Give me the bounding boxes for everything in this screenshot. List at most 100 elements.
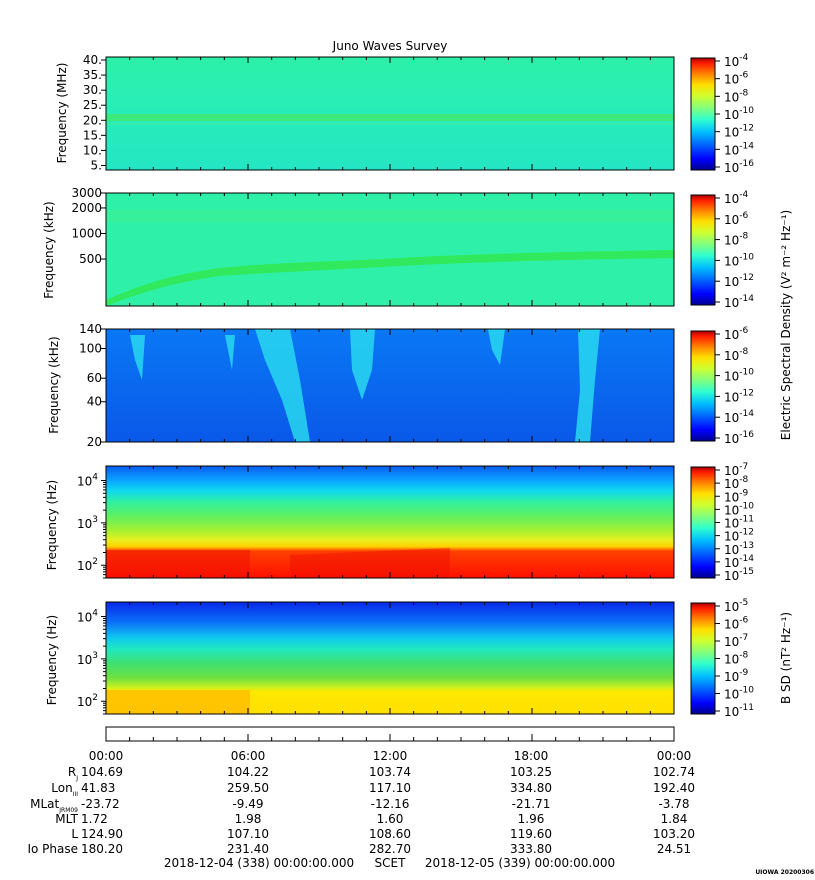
colorbar-tick-label-p4-8: 10-15: [724, 567, 754, 583]
ephemeris-value-3-2: 1.60: [377, 812, 404, 826]
panel-5-orange-band: [106, 690, 250, 714]
ephemeris-value-0-2: 103.74: [369, 765, 411, 779]
ephemeris-label-1: LonIII: [51, 781, 78, 798]
colorbar-tick-label-p4-2: 10-9: [724, 488, 749, 504]
colorbar-tick-label-p5-3: 10-8: [724, 651, 749, 667]
y-tick-label-p2-3: 500: [79, 252, 102, 266]
ephemeris-value-0-3: 103.25: [510, 765, 552, 779]
panel-1-y-label: Frequency (MHz): [55, 63, 69, 164]
y-tick-label-p1-5: 15.: [83, 128, 102, 142]
ephemeris-value-0-4: 102.74: [653, 765, 695, 779]
panel-5-colorbar-label: B SD (nT² Hz⁻¹): [779, 612, 793, 704]
colorbar-tick-label-p3-4: 10-14: [724, 409, 754, 425]
panel-1-sub-band: [106, 123, 674, 125]
colorbar-tick-label-p2-5: 10-14: [724, 294, 754, 310]
colorbar-tick-label-p2-2: 10-8: [724, 232, 749, 248]
panel-4-y-label: Frequency (Hz): [45, 480, 59, 571]
colorbar-tick-label-p3-2: 10-10: [724, 368, 754, 384]
time-tick-label-1: 06:00: [231, 749, 266, 763]
panel-1-spectrogram: [106, 57, 674, 170]
panel-2-spectrogram: [106, 193, 674, 306]
colorbar-tick-label-p1-0: 10-4: [724, 53, 749, 69]
ephemeris-value-1-4: 192.40: [653, 781, 695, 795]
ephemeris-value-4-2: 108.60: [369, 827, 411, 841]
panel-2-colorbar: [690, 194, 716, 306]
ephemeris-value-4-4: 103.20: [653, 827, 695, 841]
ephemeris-value-3-1: 1.98: [235, 812, 262, 826]
ephemeris-value-1-2: 117.10: [369, 781, 411, 795]
panel-3-colorbar: [690, 330, 716, 442]
y-tick-label-p1-7: 5.: [91, 158, 102, 172]
watermark: UIOWA 20200306: [755, 869, 814, 876]
ephemeris-label-2: MLatJRM09: [30, 797, 78, 814]
colorbar-tick-label-p3-3: 10-12: [724, 388, 754, 404]
panel-4-red-bands: [106, 548, 450, 578]
colorbar-tick-label-p2-3: 10-10: [724, 252, 754, 268]
panel-1-high-frequency: 40.35.30.25.20.15.10.5. Frequency (MHz) …: [55, 53, 754, 175]
y-tick-label-p1-3: 25.: [83, 98, 102, 112]
ephemeris-label-4: L: [71, 827, 78, 841]
colorbar-tick-label-p4-0: 10-7: [724, 462, 748, 478]
time-strip-ticks: [105, 734, 675, 741]
panel-1-colorbar: [690, 57, 716, 171]
panel-4-colorbar: [690, 466, 716, 579]
y-tick-label-p1-1: 35.: [83, 68, 102, 82]
ephemeris-value-0-0: 104.69: [81, 765, 123, 779]
time-tick-label-3: 18:00: [514, 749, 549, 763]
ephemeris-value-2-0: -23.72: [81, 797, 120, 811]
panel-2-rising-emission: [106, 250, 674, 306]
panel-3-y-axis: 140 100 60 40 20: [79, 322, 106, 449]
y-tick-label-p3-0: 140: [79, 322, 102, 336]
ephemeris-label-3: MLT: [55, 812, 78, 826]
y-tick-label-p3-3: 40: [87, 395, 102, 409]
colorbar-tick-label-p2-1: 10-6: [724, 211, 749, 227]
panel-2-x-ticks: [105, 193, 675, 306]
colorbar-tick-label-p2-4: 10-12: [724, 273, 754, 289]
colorbar-tick-label-p4-7: 10-14: [724, 554, 754, 570]
ephemeris-value-0-1: 104.22: [227, 765, 269, 779]
y-tick-label-p5-2: 102: [77, 693, 98, 709]
panel-3-x-ticks: [105, 329, 675, 442]
colorbar-tick-label-p1-3: 10-10: [724, 106, 754, 122]
colorbar-tick-label-p4-5: 10-12: [724, 528, 754, 544]
y-tick-label-p2-1: 2000: [71, 201, 102, 215]
y-tick-label-p2-0: 3000: [71, 186, 102, 200]
panel-4-x-ticks: [105, 466, 675, 578]
ephemeris-value-1-1: 259.50: [227, 781, 269, 795]
ephemeris-label-0: RJ: [68, 765, 78, 782]
ephemeris-value-5-2: 282.70: [369, 842, 411, 856]
range-end: 2018-12-05 (339) 00:00:00.000: [425, 856, 615, 870]
ephemeris-value-2-2: -12.16: [371, 797, 410, 811]
ephemeris-value-3-3: 1.96: [518, 812, 545, 826]
colorbar-tick-label-p4-3: 10-10: [724, 501, 754, 517]
panel-2-colorbar-ticks: 10-4 10-6 10-8 10-10 10-12 10-14: [715, 190, 754, 310]
panel-2-upper-band: [106, 210, 674, 222]
ephemeris-value-5-3: 333.80: [510, 842, 552, 856]
ephemeris-value-5-0: 180.20: [81, 842, 123, 856]
ephemeris-value-5-4: 24.51: [657, 842, 691, 856]
ephemeris-value-5-1: 231.40: [227, 842, 269, 856]
colorbar-tick-label-p1-5: 10-14: [724, 141, 754, 157]
time-tick-label-4: 00:00: [657, 749, 692, 763]
time-axis-labels: 00:00 06:00 12:00 18:00 00:00: [89, 749, 692, 763]
figure-title: Juno Waves Survey: [332, 39, 448, 53]
y-tick-label-p1-6: 10.: [83, 143, 102, 157]
y-tick-label-p3-2: 60: [87, 371, 102, 385]
ephemeris-table: RJ 104.69 104.22 103.74 103.25 102.74 LonIII 41…: [27, 765, 695, 856]
colorbar-tick-label-p4-1: 10-8: [724, 475, 749, 491]
colorbar-tick-label-p1-1: 10-6: [724, 71, 749, 87]
y-tick-label-p1-0: 40.: [83, 53, 102, 67]
colorbar-tick-label-p4-6: 10-13: [724, 541, 754, 557]
y-tick-label-p4-1: 103: [77, 515, 98, 531]
panel-4-colorbar-ticks: 10-710-810-910-1010-1110-1210-1310-1410-…: [715, 462, 754, 583]
colorbar-tick-label-p3-5: 10-16: [724, 430, 754, 446]
panel-5-y-axis: 104 103 102: [77, 609, 106, 715]
ephemeris-label-5: Io Phase: [27, 842, 78, 856]
colorbar-tick-label-p3-0: 10-6: [724, 326, 749, 342]
colorbar-tick-label-p5-6: 10-11: [724, 703, 754, 719]
